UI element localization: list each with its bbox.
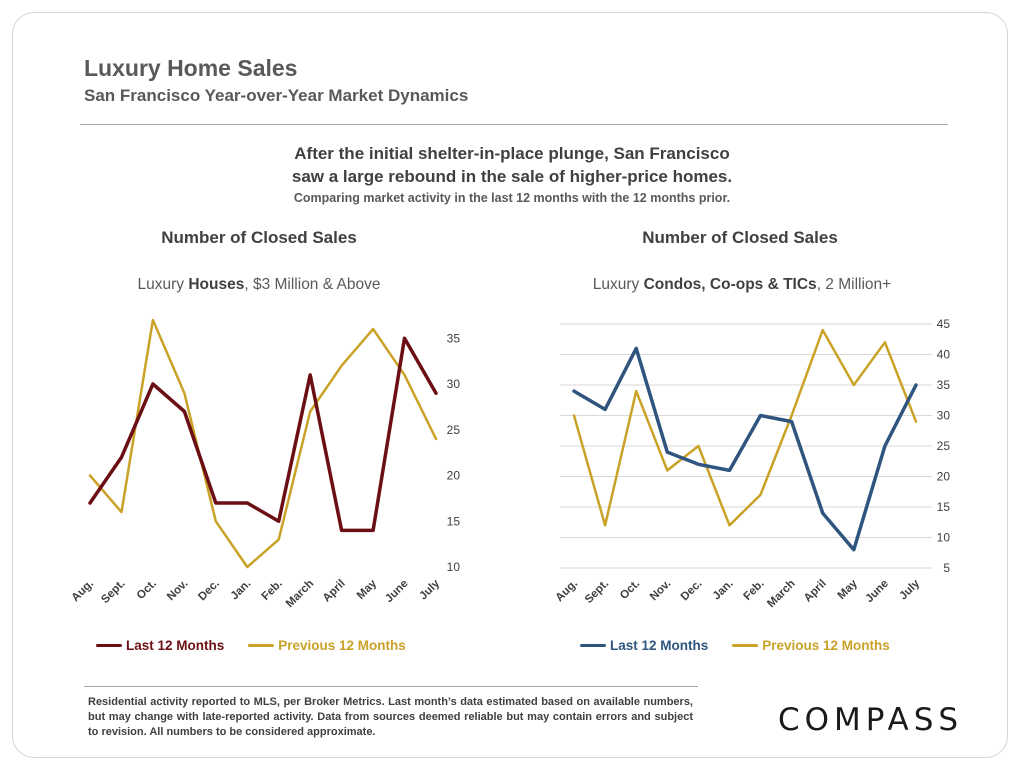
left-ytick-label: 20 — [447, 469, 461, 483]
right-chart-title: Number of Closed Sales — [642, 228, 838, 247]
right-ytick-label: 40 — [937, 348, 951, 362]
left-xtick-label: June — [383, 578, 410, 605]
right-xtick-label: Sept. — [583, 578, 611, 606]
headline-line-1: After the initial shelter-in-place plung… — [294, 144, 730, 163]
left-legend-prev12-label: Previous 12 Months — [278, 638, 406, 653]
right-series-last12-line — [572, 346, 918, 552]
right-ytick-label: 20 — [937, 470, 951, 484]
right-ytick-label: 5 — [943, 561, 950, 575]
left-ytick-label: 30 — [447, 377, 461, 391]
left-legend-last12-label: Last 12 Months — [126, 638, 225, 653]
right-ytick-label: 15 — [937, 500, 951, 514]
right-legend-last12-swatch — [580, 644, 606, 647]
right-xtick-label: Dec. — [679, 578, 705, 604]
left-chart-title: Number of Closed Sales — [161, 228, 357, 247]
left-xtick-label: Sept. — [99, 578, 127, 606]
page-title: Luxury Home Sales — [84, 55, 298, 81]
left-ytick-label: 25 — [447, 423, 461, 437]
page-subtitle: San Francisco Year-over-Year Market Dyna… — [84, 86, 469, 105]
left-legend-prev12: Previous 12 Months — [248, 638, 406, 653]
right-series-prev12-line — [572, 328, 918, 527]
left-series-prev12-line — [88, 318, 438, 569]
left-ytick-label: 15 — [447, 514, 461, 528]
left-legend-last12: Last 12 Months — [96, 638, 224, 653]
right-legend-prev12: Previous 12 Months — [732, 638, 890, 653]
right-subtitle-suffix: , 2 Million+ — [816, 276, 892, 293]
right-xtick-label: April — [802, 578, 829, 605]
right-ytick-label: 30 — [937, 409, 951, 423]
right-subtitle-bold: Condos, Co-ops & TICs — [643, 276, 817, 293]
right-xtick-label: July — [897, 577, 922, 602]
right-xtick-label: Feb. — [741, 578, 766, 603]
footer-divider — [84, 686, 698, 687]
right-ytick-label: 45 — [937, 317, 951, 331]
left-ytick-label: 35 — [447, 331, 461, 345]
right-legend: Last 12 Months Previous 12 Months — [580, 638, 914, 653]
left-subtitle-bold: Houses — [188, 276, 245, 293]
right-xtick-label: March — [765, 578, 797, 610]
right-xtick-label: Aug. — [554, 578, 581, 605]
left-xtick-label: Oct. — [135, 578, 159, 602]
right-xtick-label: Oct. — [618, 578, 642, 602]
compass-logo: COMPASS — [778, 702, 964, 738]
left-xtick-label: Jan. — [229, 578, 254, 603]
left-xtick-label: May — [355, 577, 380, 602]
right-subtitle-prefix: Luxury — [592, 276, 644, 293]
header-divider — [80, 124, 948, 125]
right-chart-subtitle: Luxury Condos, Co-ops & TICs, 2 Million+ — [522, 276, 962, 294]
left-series-last12-line — [88, 336, 438, 533]
right-legend-prev12-swatch — [732, 644, 759, 647]
left-xtick-label: July — [417, 577, 442, 602]
left-xtick-label: Feb. — [260, 578, 285, 603]
right-legend-prev12-label: Previous 12 Months — [762, 638, 890, 653]
right-ytick-label: 10 — [937, 531, 951, 545]
left-xtick-label: April — [321, 578, 348, 605]
right-ytick-label: 35 — [937, 378, 951, 392]
left-xtick-label: Aug. — [70, 578, 97, 605]
left-legend-prev12-swatch — [248, 644, 275, 647]
left-xtick-label: Nov. — [165, 578, 191, 604]
comparison-note: Comparing market activity in the last 12… — [293, 191, 731, 205]
disclaimer-text: Residential activity reported to MLS, pe… — [88, 696, 693, 738]
right-xtick-label: Jan. — [711, 578, 736, 603]
left-xtick-label: Dec. — [196, 578, 222, 604]
right-xtick-label: June — [864, 578, 891, 605]
right-ytick-label: 25 — [937, 439, 951, 453]
right-legend-last12-label: Last 12 Months — [610, 638, 709, 653]
left-chart-subtitle: Luxury Houses, $3 Million & Above — [39, 276, 479, 294]
right-legend-last12: Last 12 Months — [580, 638, 708, 653]
headline-line-2: saw a large rebound in the sale of highe… — [291, 167, 733, 186]
left-xtick-label: March — [284, 578, 316, 610]
left-legend: Last 12 Months Previous 12 Months — [96, 638, 430, 653]
right-xtick-label: May — [836, 577, 861, 602]
left-subtitle-suffix: , $3 Million & Above — [244, 276, 381, 293]
right-xtick-label: Nov. — [648, 578, 674, 604]
left-legend-last12-swatch — [96, 644, 122, 647]
left-subtitle-prefix: Luxury — [137, 276, 189, 293]
left-ytick-label: 10 — [447, 560, 461, 574]
